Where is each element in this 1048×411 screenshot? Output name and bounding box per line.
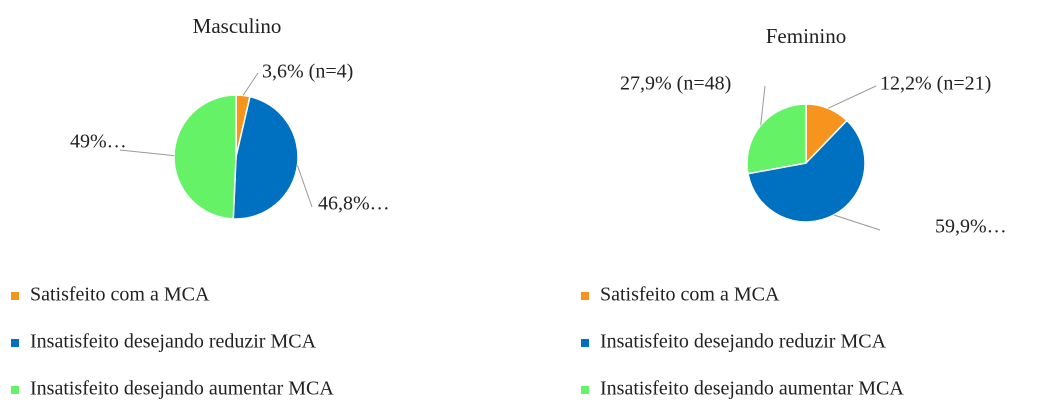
chart-title: Feminino xyxy=(766,24,847,48)
leader-line xyxy=(827,85,877,109)
legend-label: Insatisfeito desejando aumentar MCA xyxy=(600,378,904,400)
data-label: 12,2% (n=21) xyxy=(880,73,991,95)
legend-label: Insatisfeito desejando aumentar MCA xyxy=(30,378,334,400)
legend-label: Satisfeito com a MCA xyxy=(30,284,210,306)
pie-slice xyxy=(746,103,807,175)
data-label: 59,9%… xyxy=(935,216,1007,238)
leader-line xyxy=(119,149,175,157)
leader-line xyxy=(760,85,766,126)
leader-line xyxy=(242,72,259,96)
legend-marker xyxy=(11,292,19,300)
data-label: 27,9% (n=48) xyxy=(620,73,731,95)
legend-label: Satisfeito com a MCA xyxy=(600,284,780,306)
leader-line xyxy=(296,165,313,208)
data-label: 49%… xyxy=(70,131,127,153)
data-label: 46,8%… xyxy=(318,193,390,215)
pie-slice xyxy=(173,94,237,220)
leader-line xyxy=(833,214,881,231)
legend-marker xyxy=(581,386,589,394)
pie-slice xyxy=(747,119,866,223)
legend-marker xyxy=(11,339,19,347)
pie-slice xyxy=(232,95,299,220)
legend-label: Insatisfeito desejando reduzir MCA xyxy=(600,331,887,353)
legend-label: Insatisfeito desejando reduzir MCA xyxy=(30,331,317,353)
legend-marker xyxy=(581,292,589,300)
legend-marker xyxy=(581,339,589,347)
legend-marker xyxy=(11,386,19,394)
data-label: 3,6% (n=4) xyxy=(262,61,353,83)
chart-title: Masculino xyxy=(193,14,282,38)
